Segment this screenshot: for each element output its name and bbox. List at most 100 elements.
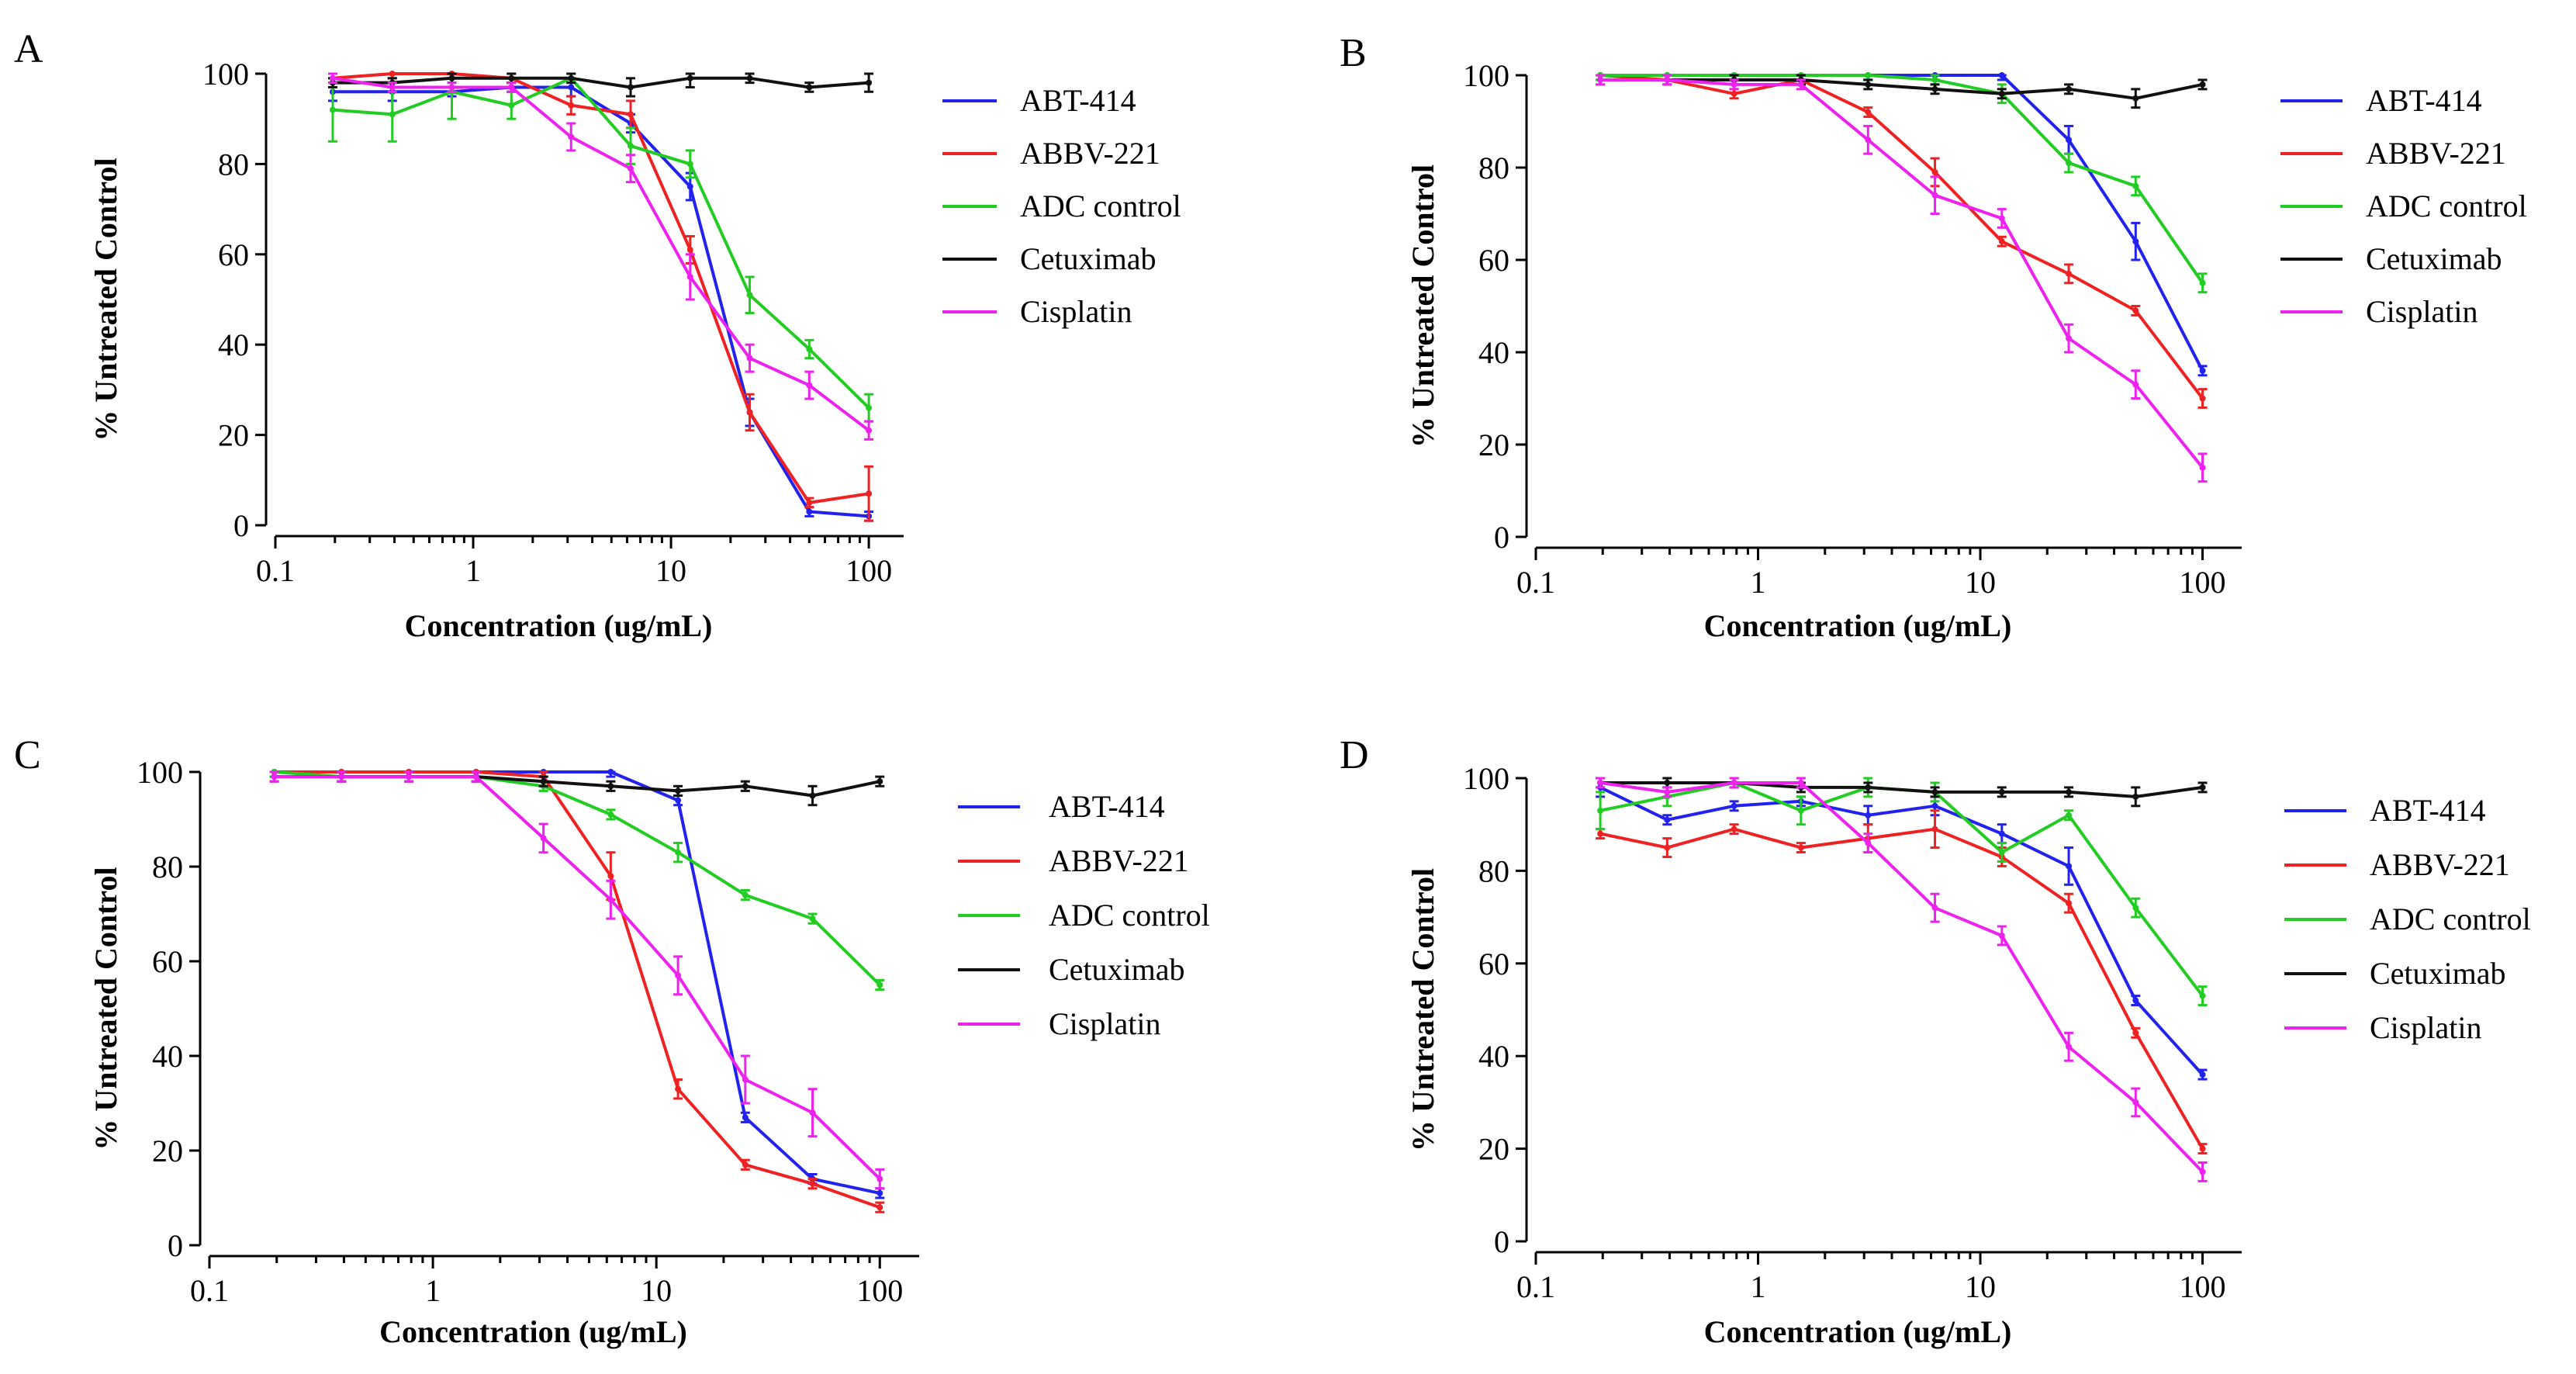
data-point bbox=[686, 273, 693, 280]
data-point bbox=[2199, 1145, 2206, 1152]
data-point bbox=[1931, 168, 1938, 175]
series-cisplatin bbox=[1596, 74, 2208, 483]
data-point bbox=[877, 1189, 883, 1196]
data-point bbox=[806, 382, 813, 389]
data-point bbox=[742, 891, 749, 898]
panel-letter: B bbox=[1340, 31, 1367, 75]
data-point bbox=[607, 811, 614, 818]
x-axis-title: Concentration (ug/mL) bbox=[405, 608, 713, 643]
series-abt-414 bbox=[1596, 72, 2208, 377]
panel-C: C 0 20 40 60 80 100 0.1 1 10 100 % Untreated Contro… bbox=[14, 733, 1210, 1349]
series-cetuximab bbox=[327, 72, 874, 98]
series-abbv-221 bbox=[269, 769, 885, 1213]
legend-label: ADC control bbox=[1049, 898, 1210, 933]
series-line bbox=[274, 770, 880, 1210]
series-line bbox=[1600, 781, 2203, 798]
y-tick-label: 100 bbox=[1463, 58, 1509, 93]
data-point bbox=[806, 499, 813, 506]
data-point bbox=[1865, 812, 1872, 819]
data-point bbox=[2132, 238, 2139, 245]
data-point bbox=[508, 102, 515, 109]
data-point bbox=[1597, 830, 1604, 837]
series-adc-control bbox=[1596, 72, 2208, 294]
x-tick-label: 1 bbox=[465, 553, 481, 588]
series-line bbox=[332, 76, 870, 432]
data-point bbox=[2132, 905, 2139, 912]
data-point bbox=[686, 183, 693, 190]
x-tick-label: 0.1 bbox=[1516, 565, 1555, 600]
data-point bbox=[877, 981, 883, 988]
panel-B: B 0 20 40 60 80 100 0.1 1 10 100 % Untreated Contro… bbox=[1340, 31, 2527, 643]
data-point bbox=[508, 74, 515, 81]
data-point bbox=[877, 1175, 883, 1182]
data-point bbox=[2066, 900, 2073, 907]
y-tick-label: 40 bbox=[1478, 1039, 1509, 1074]
data-point bbox=[1865, 109, 1872, 116]
data-point bbox=[1797, 807, 1804, 814]
series-line bbox=[333, 85, 870, 518]
data-point bbox=[686, 161, 693, 168]
data-point bbox=[2132, 1099, 2139, 1106]
data-point bbox=[389, 111, 396, 118]
series-line bbox=[333, 76, 870, 89]
data-point bbox=[472, 774, 479, 780]
series-line bbox=[1600, 78, 2203, 100]
y-tick-label: 0 bbox=[1494, 1224, 1509, 1259]
x-axis-title: Concentration (ug/mL) bbox=[1704, 1314, 2012, 1349]
series-cisplatin bbox=[1596, 777, 2208, 1182]
y-tick-label: 60 bbox=[218, 237, 249, 272]
data-point bbox=[2066, 270, 2073, 277]
panel-D: D 0 20 40 60 80 100 0.1 1 10 100 % Untreated Contro… bbox=[1340, 733, 2531, 1349]
x-tick-label: 0.1 bbox=[256, 553, 295, 588]
data-point bbox=[806, 346, 813, 353]
x-tick-label: 100 bbox=[2180, 565, 2226, 600]
data-point bbox=[866, 490, 873, 497]
data-point bbox=[2199, 1071, 2206, 1078]
data-point bbox=[1731, 81, 1738, 88]
y-tick-label: 60 bbox=[1478, 243, 1509, 278]
data-point bbox=[1998, 788, 2005, 795]
y-tick-label: 20 bbox=[1478, 427, 1509, 462]
series-line bbox=[1599, 74, 2204, 400]
data-point bbox=[568, 133, 575, 140]
data-point bbox=[628, 143, 634, 150]
data-point bbox=[2199, 279, 2206, 286]
y-axis-title: % Untreated Control bbox=[1406, 164, 1440, 448]
data-point bbox=[2066, 812, 2073, 819]
data-point bbox=[1865, 839, 1872, 846]
series-abbv-221 bbox=[1596, 809, 2208, 1155]
data-point bbox=[1931, 76, 1938, 83]
legend-label: Cetuximab bbox=[1020, 241, 1157, 276]
data-point bbox=[329, 106, 336, 113]
y-tick-label: 0 bbox=[168, 1228, 183, 1263]
data-point bbox=[742, 1161, 749, 1168]
data-point bbox=[1998, 72, 2005, 78]
data-point bbox=[746, 292, 753, 299]
data-point bbox=[1597, 779, 1604, 786]
y-tick-label: 0 bbox=[1494, 520, 1509, 555]
series-adc-control bbox=[327, 72, 874, 423]
panel-letter: C bbox=[14, 733, 41, 777]
y-tick-label: 60 bbox=[152, 944, 183, 979]
data-point bbox=[2199, 395, 2206, 402]
data-point bbox=[1931, 192, 1938, 199]
y-axis-title: % Untreated Control bbox=[1406, 868, 1440, 1151]
y-tick-label: 40 bbox=[1478, 335, 1509, 370]
x-tick-label: 1 bbox=[1751, 565, 1766, 600]
legend-label: ABBV-221 bbox=[1049, 843, 1189, 878]
series-line bbox=[274, 775, 881, 1181]
data-point bbox=[1931, 802, 1938, 809]
y-tick-label: 80 bbox=[1478, 853, 1509, 888]
data-point bbox=[746, 355, 753, 362]
data-point bbox=[1664, 816, 1671, 823]
data-point bbox=[540, 835, 547, 842]
series-line bbox=[1599, 827, 2204, 1150]
legend-label: ABBV-221 bbox=[2366, 136, 2506, 171]
y-tick-label: 0 bbox=[233, 508, 249, 543]
data-point bbox=[1931, 825, 1938, 832]
x-tick-label: 100 bbox=[2180, 1269, 2226, 1304]
panel-A: A 0 20 40 60 80 100 0.1 1 10 100 % Untreated Contro… bbox=[14, 27, 1181, 643]
data-point bbox=[877, 778, 883, 785]
x-tick-label: 100 bbox=[856, 1273, 903, 1308]
